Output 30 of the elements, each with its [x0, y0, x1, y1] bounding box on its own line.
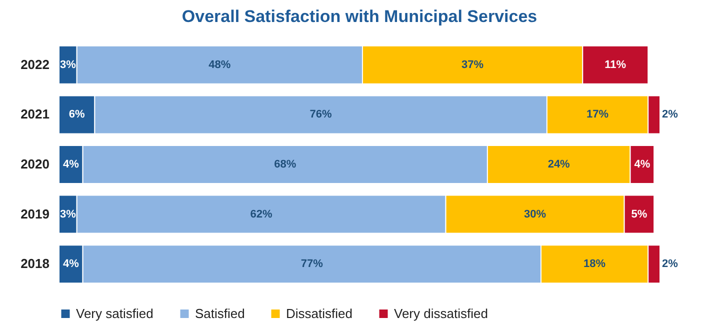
- legend-label: Very dissatisfied: [394, 306, 488, 321]
- data-label: 68%: [274, 158, 296, 170]
- y-tick-label: 2020: [20, 156, 50, 172]
- data-label: 5%: [631, 208, 648, 220]
- y-tick-label: 2018: [20, 256, 50, 272]
- data-label: 30%: [524, 208, 546, 220]
- data-label: 76%: [310, 108, 332, 121]
- data-label: 3%: [60, 208, 76, 220]
- y-tick-label: 2021: [20, 106, 50, 122]
- data-label: 48%: [208, 58, 231, 71]
- chart-title: Overall Satisfaction with Municipal Services: [182, 7, 538, 26]
- legend-label: Very satisfied: [76, 306, 154, 321]
- legend-label: Satisfied: [195, 306, 245, 321]
- data-label: 62%: [250, 208, 273, 220]
- data-label: 4%: [62, 258, 80, 270]
- data-label: 3%: [60, 58, 76, 71]
- y-tick-label: 2019: [20, 206, 50, 222]
- data-label: 2%: [662, 258, 678, 270]
- y-tick-label: 2022: [20, 56, 50, 72]
- data-label: 4%: [62, 158, 80, 170]
- data-label: 11%: [604, 58, 626, 71]
- data-label: 2%: [662, 108, 678, 121]
- data-label: 6%: [68, 108, 86, 121]
- data-label: 37%: [462, 58, 484, 71]
- data-label: 17%: [586, 108, 609, 121]
- data-label: 18%: [584, 258, 606, 270]
- data-label: 24%: [548, 158, 570, 170]
- data-label: 77%: [300, 258, 324, 270]
- legend-label: Dissatisfied: [286, 306, 352, 321]
- data-label: 4%: [634, 158, 650, 170]
